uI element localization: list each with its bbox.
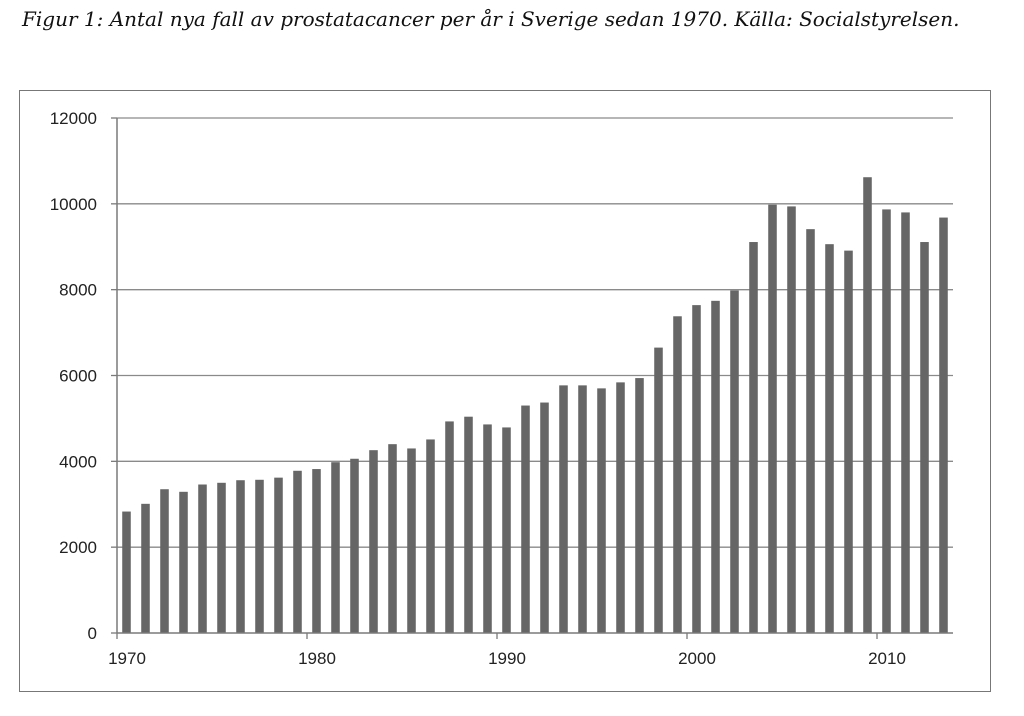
bar-2005 xyxy=(787,206,796,634)
x-tick-labels: 1970 1980 1990 2000 2010 xyxy=(108,649,906,668)
bar-2013 xyxy=(939,217,948,634)
bar-1987 xyxy=(445,421,454,633)
bar-1997 xyxy=(635,378,644,633)
x-tick-label: 2000 xyxy=(678,649,716,668)
bar-1980 xyxy=(312,469,321,633)
bar-2003 xyxy=(749,242,758,633)
figure-caption: Figur 1: Antal nya fall av prostatacance… xyxy=(22,7,960,31)
bar-2009 xyxy=(863,177,872,633)
bar-1971 xyxy=(141,503,150,633)
bar-2011 xyxy=(901,212,910,633)
y-tick-labels: 0 2000 4000 6000 8000 10000 12000 xyxy=(50,109,97,643)
bar-1999 xyxy=(673,316,682,633)
y-tick-label: 8000 xyxy=(59,281,97,300)
bar-1977 xyxy=(255,479,264,633)
bar-1992 xyxy=(540,402,549,633)
bar-1978 xyxy=(274,477,283,633)
bar-2001 xyxy=(711,300,720,633)
bar-2012 xyxy=(920,242,929,633)
bar-1991 xyxy=(521,405,530,633)
bar-1973 xyxy=(179,491,188,633)
bar-1976 xyxy=(236,480,245,633)
y-tick-label: 12000 xyxy=(50,109,97,128)
bar-1972 xyxy=(160,489,169,633)
bar-1993 xyxy=(559,385,568,633)
y-tick-label: 6000 xyxy=(59,367,97,386)
y-tick-label: 2000 xyxy=(59,538,97,557)
x-tick-label: 1970 xyxy=(108,649,146,668)
chart-frame xyxy=(19,90,991,692)
x-tick-label: 2010 xyxy=(868,649,906,668)
bar-1985 xyxy=(407,448,416,633)
bar-2002 xyxy=(730,290,739,633)
bar-1996 xyxy=(616,382,625,633)
x-tick-label: 1980 xyxy=(298,649,336,668)
bars xyxy=(122,177,948,634)
bar-2007 xyxy=(825,244,834,634)
bar-1998 xyxy=(654,347,663,633)
bar-1979 xyxy=(293,470,302,633)
bar-1995 xyxy=(597,388,606,633)
bar-1982 xyxy=(350,458,359,633)
bar-1974 xyxy=(198,484,207,633)
bar-2006 xyxy=(806,229,815,633)
bar-1994 xyxy=(578,385,587,633)
bar-1988 xyxy=(464,416,473,633)
bar-1984 xyxy=(388,444,397,633)
bar-1983 xyxy=(369,450,378,633)
y-tick-label: 10000 xyxy=(50,195,97,214)
bar-2008 xyxy=(844,250,853,634)
axes xyxy=(111,117,953,639)
bar-1986 xyxy=(426,439,435,633)
bar-1975 xyxy=(217,482,226,633)
y-tick-label: 0 xyxy=(88,624,97,643)
bar-1990 xyxy=(502,427,511,633)
bar-1989 xyxy=(483,424,492,633)
bar-1970 xyxy=(122,511,131,633)
y-tick-label: 4000 xyxy=(59,452,97,471)
bar-2000 xyxy=(692,305,701,633)
bar-2004 xyxy=(768,204,777,634)
x-tick-label: 1990 xyxy=(488,649,526,668)
bar-2010 xyxy=(882,209,891,633)
bar-1981 xyxy=(331,462,340,633)
